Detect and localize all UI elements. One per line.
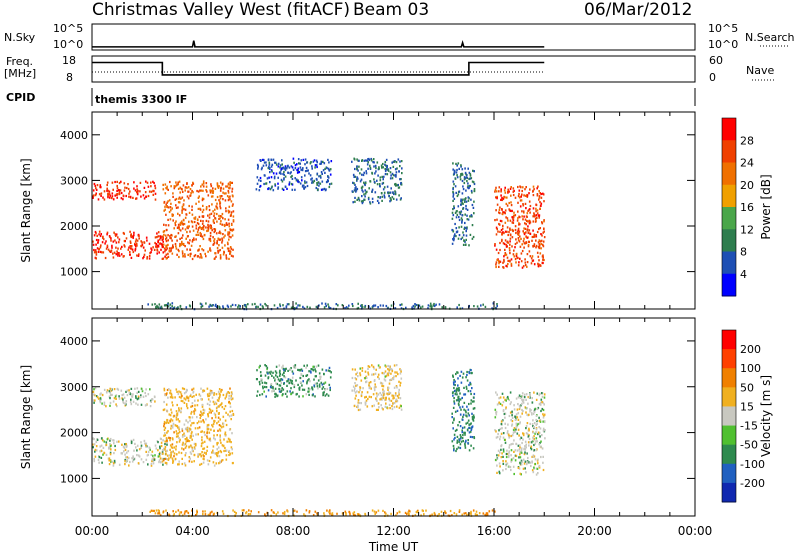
colorbar-segment-4 [722,406,736,427]
velocity-panel-colorbar-frame [721,329,737,503]
x-tick-label-2: 08:00 [276,524,311,538]
colorbar-segment-3 [722,387,736,407]
colorbar-tick-label-4: -15 [740,420,758,433]
region-3 [162,387,235,467]
region-6 [451,162,476,247]
y-tick-label-3: 4000 [60,335,88,348]
region-7 [494,391,546,476]
colorbar-tick-label-3: 15 [740,400,754,413]
power-panel-ylabel: Slant Range [km] [19,158,33,262]
velocity-panel-data [92,364,546,518]
power-panel-colorbar-frame [721,117,737,297]
colorbar-segment-7 [722,463,736,484]
region-2 [92,180,157,201]
noise-tick-top-left: 10^5 [53,22,84,35]
colorbar-tick-label-1: 100 [740,362,761,375]
colorbar-tick-label-2: 12 [740,223,754,236]
x-tick-label-0: 00:00 [75,524,110,538]
freq-tick-bottom: 8 [66,71,73,84]
region-6 [451,368,476,453]
colorbar-segment-7 [722,273,736,297]
x-tick-label-6: 00:00 [678,524,713,538]
nave-tick-top: 60 [709,54,723,67]
x-tick-label-1: 04:00 [175,524,210,538]
noise-tick-bottom-left: 10^0 [53,38,84,51]
colorbar-segment-8 [722,482,736,503]
colorbar-tick-label-0: 4 [740,268,747,281]
x-tick-label-5: 20:00 [577,524,612,538]
nsky-label: N.Sky [4,31,36,44]
colorbar-segment-4 [722,207,736,230]
colorbar-tick-label-6: 28 [740,134,754,147]
velocity-panel-ylabel: Slant Range [km] [19,365,33,469]
nave-label: Nave [746,64,775,77]
region-1 [92,230,169,260]
freq-unit: [MHz] [4,67,37,80]
colorbar-tick-label-4: 20 [740,179,754,192]
colorbar-segment-5 [722,425,736,446]
power-panel-colorbar-label: Power [dB] [759,174,773,239]
colorbar-tick-label-5: -50 [740,439,758,452]
nave-tick-bottom: 0 [709,71,716,84]
freq-series-line [92,61,545,76]
nsearch-label: N.Search [745,31,795,44]
region-4 [255,364,332,398]
nsky-series-line [92,39,545,48]
colorbar-segment-5 [722,229,736,252]
x-axis-label: Time UT [368,540,419,554]
x-tick-label-4: 16:00 [477,524,512,538]
freq-panel-frame [91,55,696,83]
colorbar-segment-6 [722,444,736,465]
colorbar-tick-label-5: 24 [740,157,754,170]
y-tick-label-1: 2000 [60,427,88,440]
y-tick-label-0: 1000 [60,266,88,279]
station-title: Christmas Valley West (fitACF) [92,0,351,20]
y-tick-label-2: 3000 [60,174,88,187]
velocity-panel-frame [91,317,696,517]
freq-tick-top: 18 [62,54,76,67]
noise-panel-frame [91,23,696,51]
y-tick-label-0: 1000 [60,472,88,485]
colorbar-segment-1 [722,140,736,163]
region-5 [351,157,403,205]
y-tick-label-2: 3000 [60,381,88,394]
colorbar-tick-label-0: 200 [740,343,761,356]
colorbar-segment-2 [722,162,736,186]
x-tick-label-3: 12:00 [376,524,411,538]
cpid-label: CPID [6,91,36,104]
date-title: 06/Mar/2012 [584,0,693,20]
colorbar-segment-1 [722,349,736,369]
region-3 [162,180,235,261]
colorbar-segment-6 [722,251,736,275]
colorbar-tick-label-2: 50 [740,381,754,394]
region-5 [351,364,403,412]
colorbar-tick-label-6: -100 [740,458,765,471]
y-tick-label-3: 4000 [60,129,88,142]
colorbar-segment-0 [722,118,736,141]
colorbar-tick-label-3: 16 [740,201,754,214]
power-panel-data [92,157,546,311]
colorbar-segment-2 [722,368,736,388]
region-7 [494,185,546,269]
noise-tick-bottom-right: 10^0 [708,38,739,51]
region-4 [255,157,333,192]
noise-tick-top-right: 10^5 [708,22,739,35]
colorbar-segment-0 [722,330,736,350]
beam-title: Beam 03 [353,0,430,20]
colorbar-tick-label-1: 8 [740,246,747,259]
region-2 [92,387,156,408]
freq-label: Freq. [6,55,34,68]
region-1 [92,437,168,467]
colorbar-segment-3 [722,184,736,208]
colorbar-tick-label-7: -200 [740,477,765,490]
cpid-value: themis 3300 IF [95,93,188,106]
velocity-panel-colorbar-label: Velocity [m s] [759,375,773,457]
y-tick-label-1: 2000 [60,220,88,233]
